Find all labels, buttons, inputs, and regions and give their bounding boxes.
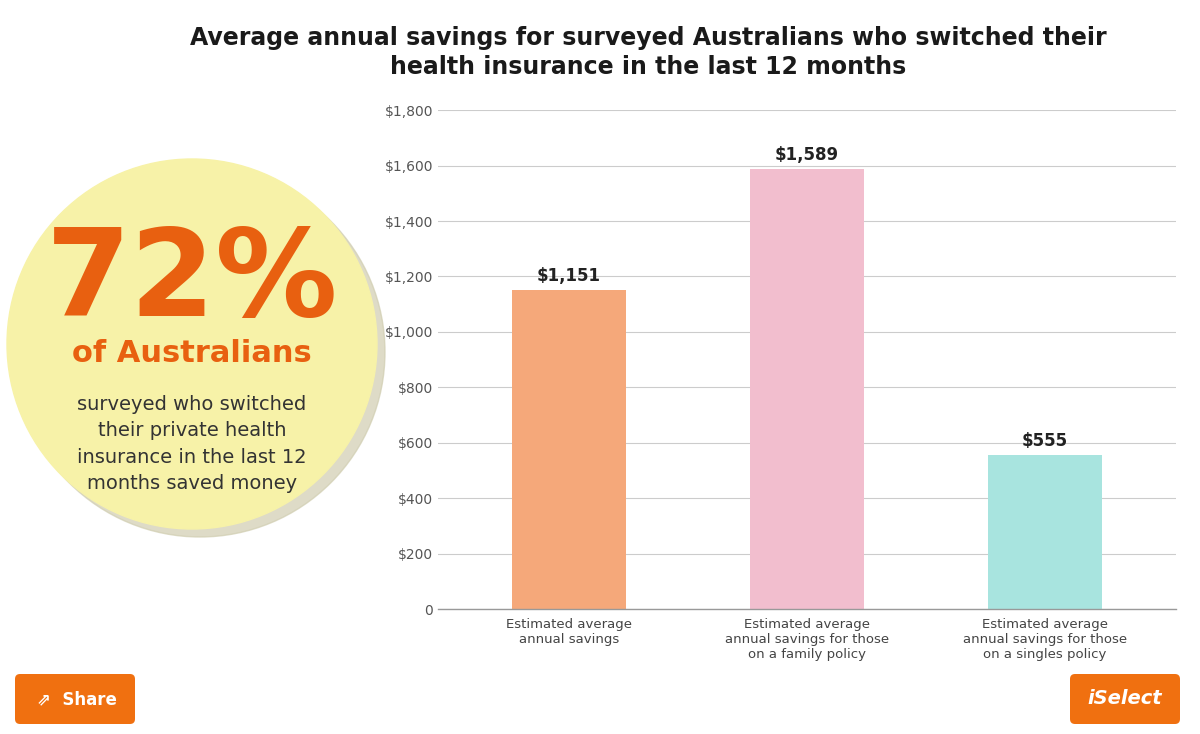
Bar bbox=[988, 455, 1103, 609]
FancyBboxPatch shape bbox=[14, 674, 134, 724]
Text: $1,151: $1,151 bbox=[536, 267, 601, 285]
FancyBboxPatch shape bbox=[1070, 674, 1180, 724]
Text: surveyed who switched
their private health
insurance in the last 12
months saved: surveyed who switched their private heal… bbox=[77, 395, 307, 493]
Circle shape bbox=[14, 167, 385, 537]
Text: $555: $555 bbox=[1022, 432, 1068, 451]
Circle shape bbox=[7, 159, 377, 529]
Text: Average annual savings for surveyed Australians who switched their: Average annual savings for surveyed Aust… bbox=[190, 26, 1106, 50]
Bar bbox=[512, 290, 626, 609]
Text: ⇗  Share: ⇗ Share bbox=[37, 690, 116, 708]
Text: iSelect: iSelect bbox=[1087, 689, 1163, 708]
Text: $1,589: $1,589 bbox=[775, 145, 839, 164]
Text: of Australians: of Australians bbox=[72, 340, 312, 368]
Bar bbox=[750, 169, 864, 609]
Text: health insurance in the last 12 months: health insurance in the last 12 months bbox=[390, 55, 906, 79]
Text: 72%: 72% bbox=[46, 223, 338, 341]
